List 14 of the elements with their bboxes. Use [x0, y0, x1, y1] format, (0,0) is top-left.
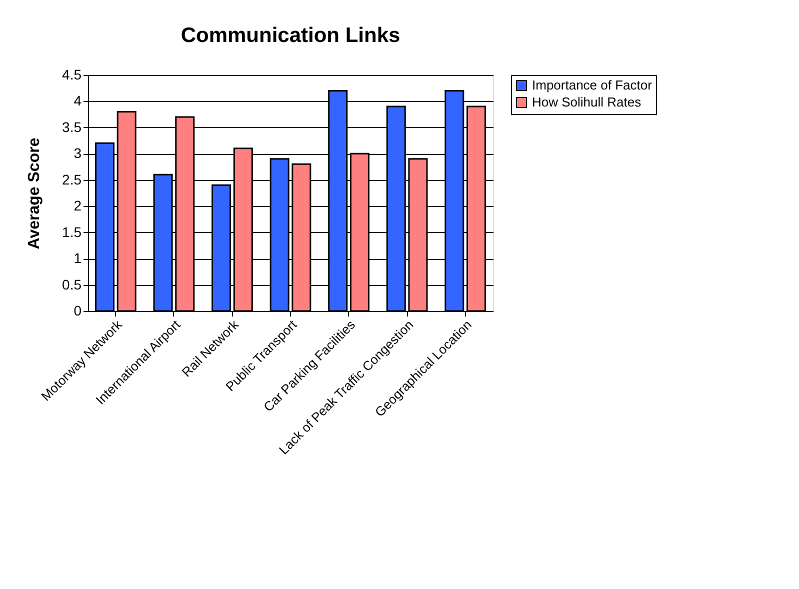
y-tick-label: 4.5 [62, 66, 82, 82]
y-tick-label: 3 [74, 145, 82, 162]
y-tick-label: 2 [74, 198, 82, 214]
legend-label: Importance of Factor [532, 78, 653, 92]
chart-title: Communication Links [180, 24, 400, 47]
y-tick-label: 2.5 [62, 171, 82, 188]
y-axis-title: Average Score [26, 138, 44, 250]
y-tick-label: 0.5 [62, 276, 82, 292]
y-tick-label: 3.5 [62, 118, 82, 135]
y-tick-label: 1 [74, 250, 82, 266]
legend-label: How Solihull Rates [532, 94, 642, 110]
y-tick-label: 1.5 [62, 224, 82, 240]
y-tick-label: 0 [74, 302, 82, 318]
y-tick-label: 4 [74, 92, 82, 109]
